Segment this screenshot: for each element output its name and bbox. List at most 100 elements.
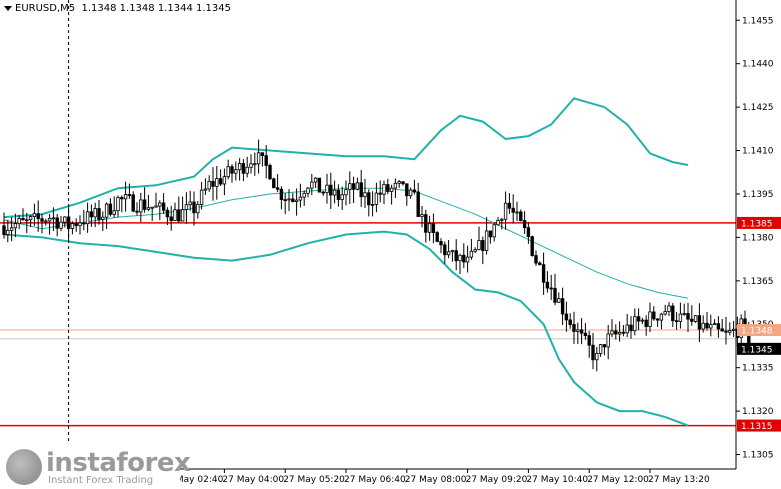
candle-body <box>310 181 314 189</box>
candle-body <box>13 223 18 229</box>
candle-body <box>701 322 705 330</box>
candle-body <box>59 221 63 229</box>
candle-body <box>283 199 287 202</box>
candle-body <box>473 249 477 252</box>
candle-body <box>598 344 603 354</box>
candle-body <box>291 198 295 202</box>
candle-body <box>553 287 557 303</box>
candle-body <box>279 188 284 201</box>
candle-body <box>617 331 622 335</box>
price-tags: 1.1385 1.1315 1.1348 1.1345 <box>737 216 781 432</box>
candle-body <box>120 197 124 200</box>
candle-body <box>462 254 466 263</box>
candles <box>2 139 751 372</box>
y-tick-label: 1.1440 <box>742 60 774 70</box>
candle-body <box>93 208 97 218</box>
candle-body <box>36 213 40 220</box>
candle-body <box>101 216 105 220</box>
candle-body <box>454 250 458 262</box>
bollinger-bands <box>3 97 689 427</box>
candle-body <box>636 316 641 322</box>
candle-body <box>522 220 527 229</box>
candle-body <box>256 152 261 165</box>
candle-body <box>196 204 200 214</box>
candle-body <box>275 187 280 190</box>
candle-body <box>560 298 565 315</box>
candle-body <box>359 182 363 198</box>
level-lines <box>0 222 736 427</box>
candle-body <box>85 211 90 225</box>
candle-body <box>40 218 44 222</box>
candle-body <box>507 202 512 209</box>
candle-body <box>55 217 59 229</box>
candle-body <box>572 324 576 332</box>
candle-body <box>614 330 618 335</box>
candle-body <box>2 225 6 235</box>
candle-body <box>393 182 398 189</box>
candle-body <box>180 209 185 222</box>
instaforex-logo-icon <box>6 449 42 485</box>
candle-body <box>382 184 386 195</box>
candle-body <box>268 165 272 180</box>
x-tick-label: 27 May 04:00 <box>222 475 284 485</box>
candle-body <box>6 229 10 235</box>
candle-body <box>192 201 196 214</box>
candle-body <box>705 322 709 329</box>
candle-body <box>576 329 580 332</box>
candle-body <box>397 181 401 184</box>
candle-body <box>32 213 37 218</box>
candle-body <box>321 191 325 194</box>
candle-body <box>245 166 249 174</box>
bollinger-upper <box>3 97 689 219</box>
candle-body <box>9 227 14 231</box>
candle-body <box>709 324 713 329</box>
candle-body <box>557 298 561 303</box>
candle-body <box>693 315 698 322</box>
candle-body <box>443 244 447 256</box>
candle-body <box>332 189 337 196</box>
candle-body <box>405 183 409 197</box>
candle-body <box>686 313 690 320</box>
candle-body <box>363 192 367 198</box>
candle-body <box>446 251 451 256</box>
candle-body <box>568 319 572 325</box>
bid-price-tag: 1.1348 <box>741 327 773 337</box>
candle-body <box>165 209 170 218</box>
candle-body <box>329 184 333 196</box>
candle-body <box>716 323 721 330</box>
last-price-tag-bg <box>737 342 781 355</box>
y-tick-label: 1.1335 <box>742 364 774 374</box>
candle-body <box>712 323 717 326</box>
candle-body <box>294 199 299 202</box>
candle-body <box>534 255 538 264</box>
level-price-tag: 1.1315 <box>741 422 773 432</box>
candle-body <box>659 313 664 321</box>
dropdown-triangle-icon[interactable] <box>4 5 12 11</box>
candle-body <box>427 223 432 233</box>
candle-body <box>74 223 78 227</box>
level-price-tag-bg <box>737 419 781 432</box>
candle-body <box>488 230 493 238</box>
candle-body <box>44 220 48 223</box>
candle-body <box>131 194 135 212</box>
candle-body <box>47 217 52 222</box>
candle-body <box>484 230 489 251</box>
candle-body <box>526 227 531 238</box>
chart-header: EURUSD,M5 1.1348 1.1348 1.1344 1.1345 <box>4 3 231 14</box>
symbol-label: EURUSD,M5 <box>15 3 76 14</box>
candle-body <box>435 232 439 242</box>
candle-body <box>496 219 500 226</box>
candle-body <box>389 187 394 192</box>
candle-body <box>272 178 276 189</box>
candle-body <box>336 189 341 200</box>
candle-body <box>667 305 671 312</box>
candle-body <box>724 330 728 333</box>
logo-tagline: Instant Forex Trading <box>48 475 154 486</box>
candle-body <box>17 217 21 225</box>
candle-body <box>199 189 204 205</box>
candle-body <box>82 222 86 225</box>
candle-body <box>583 332 588 337</box>
